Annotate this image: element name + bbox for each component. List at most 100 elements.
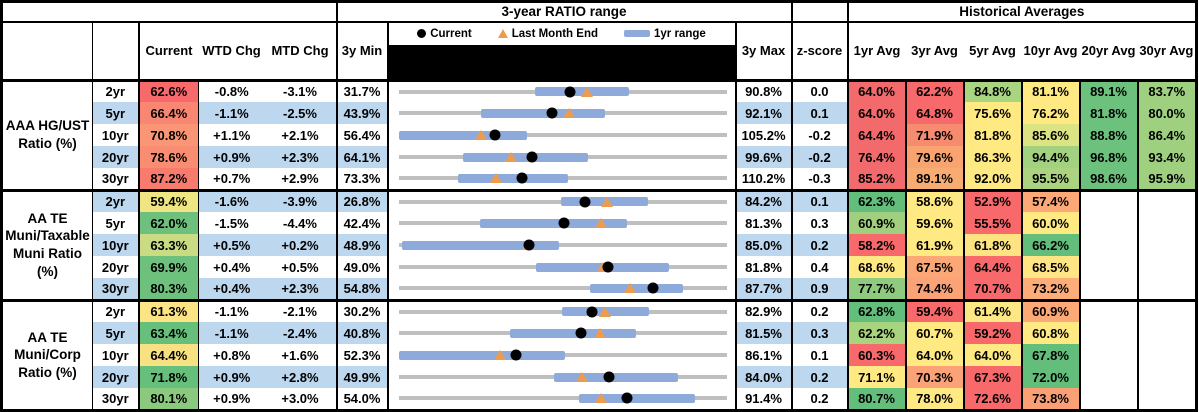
3y-min-cell: 26.8% xyxy=(335,188,389,212)
current-marker-icon xyxy=(579,196,591,208)
section-label: AA TE Muni/Taxable Muni Ratio (%) xyxy=(1,188,93,300)
tenor-cell: 5yr xyxy=(92,212,140,234)
avg-3yr-cell: 59.6% xyxy=(904,212,964,234)
avg-30yr-cell: 80.0% xyxy=(1136,102,1197,124)
avg-5yr-cell: 86.3% xyxy=(962,146,1022,168)
3y-max-cell: 87.7% xyxy=(735,278,793,300)
wtd-chg-cell: -1.6% xyxy=(198,188,265,212)
last-month-marker-icon xyxy=(599,306,612,317)
last-month-marker-icon xyxy=(576,372,589,382)
range-chart-header: Current Last Month End 1yr range xyxy=(387,21,737,82)
current-marker-icon xyxy=(516,172,528,184)
avg-5yr-cell: 59.2% xyxy=(962,322,1022,344)
avg-20yr-cell xyxy=(1078,234,1138,256)
range-chart-cell xyxy=(387,366,737,388)
avg-5yr-cell: 61.4% xyxy=(962,298,1022,322)
one-year-range-bar xyxy=(579,393,695,403)
3y-max-cell: 82.9% xyxy=(735,298,793,322)
tenor-cell: 2yr xyxy=(92,298,140,322)
mtd-chg-cell: -4.4% xyxy=(264,212,337,234)
range-plot xyxy=(398,212,727,234)
mtd-chg-cell: +0.5% xyxy=(264,256,337,278)
mtd-chg-cell: +3.0% xyxy=(264,388,337,410)
avg-3yr-cell: 64.8% xyxy=(904,102,964,124)
last-month-marker-icon xyxy=(595,393,608,404)
3y-min-cell: 54.8% xyxy=(335,278,389,300)
3y-max-cell: 86.1% xyxy=(735,344,793,366)
current-value-cell: 71.8% xyxy=(138,366,199,388)
avg-10yr-cell: 94.4% xyxy=(1020,146,1080,168)
range-chart-cell xyxy=(387,188,737,212)
z-score-cell: 0.2 xyxy=(791,298,849,322)
avg-5yr-cell: 64.4% xyxy=(962,256,1022,278)
avg-5yr-cell: 61.8% xyxy=(962,234,1022,256)
mtd-chg-cell: -2.1% xyxy=(264,298,337,322)
section-label: AA TE Muni/Corp Ratio (%) xyxy=(1,298,93,410)
range-plot xyxy=(398,366,727,388)
legend-last-month-label: Last Month End xyxy=(511,27,598,40)
avg-30yr-cell xyxy=(1136,344,1197,366)
range-chart-cell xyxy=(387,298,737,322)
z-score-cell: 0.1 xyxy=(791,344,849,366)
avg-10yr-cell: 73.8% xyxy=(1020,388,1080,410)
current-marker-icon xyxy=(621,392,633,404)
current-marker-icon xyxy=(523,239,535,251)
table-row: 30yr 80.1% +0.9% +3.0% 54.0% 91.4% 0.2 8… xyxy=(2,388,1197,410)
3y-min-cell: 49.0% xyxy=(335,256,389,278)
range-track xyxy=(398,243,727,247)
avg-30yr-cell xyxy=(1136,322,1197,344)
mtd-chg-cell: +2.8% xyxy=(264,366,337,388)
last-month-marker-icon xyxy=(623,283,636,294)
z-score-cell: 0.9 xyxy=(791,278,849,300)
3y-max-cell: 90.8% xyxy=(735,78,793,102)
range-plot xyxy=(398,83,727,102)
wtd-chg-cell: +0.4% xyxy=(198,256,265,278)
avg-1yr-cell: 68.6% xyxy=(846,256,906,278)
avg-3yr-cell: 79.6% xyxy=(904,146,964,168)
last-month-marker-icon xyxy=(490,173,503,184)
one-year-range-bar xyxy=(458,173,569,183)
current-value-cell: 69.9% xyxy=(138,256,199,278)
range-chart-cell xyxy=(387,102,737,124)
avg-header-1yr: 1yr Avg xyxy=(847,21,906,82)
current-marker-icon xyxy=(564,86,576,98)
z-score-cell: 0.3 xyxy=(791,212,849,234)
mtd-chg-cell: -3.9% xyxy=(264,188,337,212)
3y-max-cell: 81.8% xyxy=(735,256,793,278)
range-chart-cell xyxy=(387,344,737,366)
avg-3yr-cell: 62.2% xyxy=(904,78,964,102)
avg-30yr-cell xyxy=(1136,366,1197,388)
current-value-cell: 78.6% xyxy=(138,146,199,168)
avg-30yr-cell xyxy=(1136,278,1197,300)
historical-averages-title: Historical Averages xyxy=(846,0,1198,23)
mtd-chg-cell: +2.3% xyxy=(264,278,337,300)
last-month-marker-icon xyxy=(562,108,575,118)
range-chart-cell xyxy=(387,234,737,256)
avg-5yr-cell: 81.8% xyxy=(962,124,1022,146)
avg-10yr-cell: 73.2% xyxy=(1020,278,1080,300)
tenor-cell: 20yr xyxy=(92,366,140,388)
wtd-chg-cell: +0.9% xyxy=(198,146,265,168)
range-chart-cell xyxy=(387,78,737,102)
avg-3yr-cell: 67.5% xyxy=(904,256,964,278)
3y-min-cell: 64.1% xyxy=(335,146,389,168)
range-bar-icon xyxy=(624,30,650,37)
z-score-cell: -0.2 xyxy=(791,146,849,168)
avg-3yr-cell: 60.7% xyxy=(904,322,964,344)
range-plot xyxy=(398,278,727,299)
avg-1yr-cell: 62.8% xyxy=(846,298,906,322)
avg-30yr-cell: 93.4% xyxy=(1136,146,1197,168)
range-plot xyxy=(398,344,727,366)
avg-1yr-cell: 62.3% xyxy=(846,188,906,212)
wtd-chg-cell: +0.5% xyxy=(198,234,265,256)
range-chart-cell xyxy=(387,124,737,146)
mtd-chg-cell: +0.2% xyxy=(264,234,337,256)
avg-20yr-cell xyxy=(1078,188,1138,212)
wtd-chg-cell: +0.4% xyxy=(198,278,265,300)
z-score-cell: 0.2 xyxy=(791,234,849,256)
legend-1yr-range-label: 1yr range xyxy=(654,27,706,40)
table-row: 5yr 63.4% -1.1% -2.4% 40.8% 81.5% 0.3 62… xyxy=(2,322,1197,344)
current-marker-icon xyxy=(558,217,570,229)
last-month-marker-icon xyxy=(593,328,606,338)
table-row: 10yr 70.8% +1.1% +2.1% 56.4% 105.2% -0.2… xyxy=(2,124,1197,146)
